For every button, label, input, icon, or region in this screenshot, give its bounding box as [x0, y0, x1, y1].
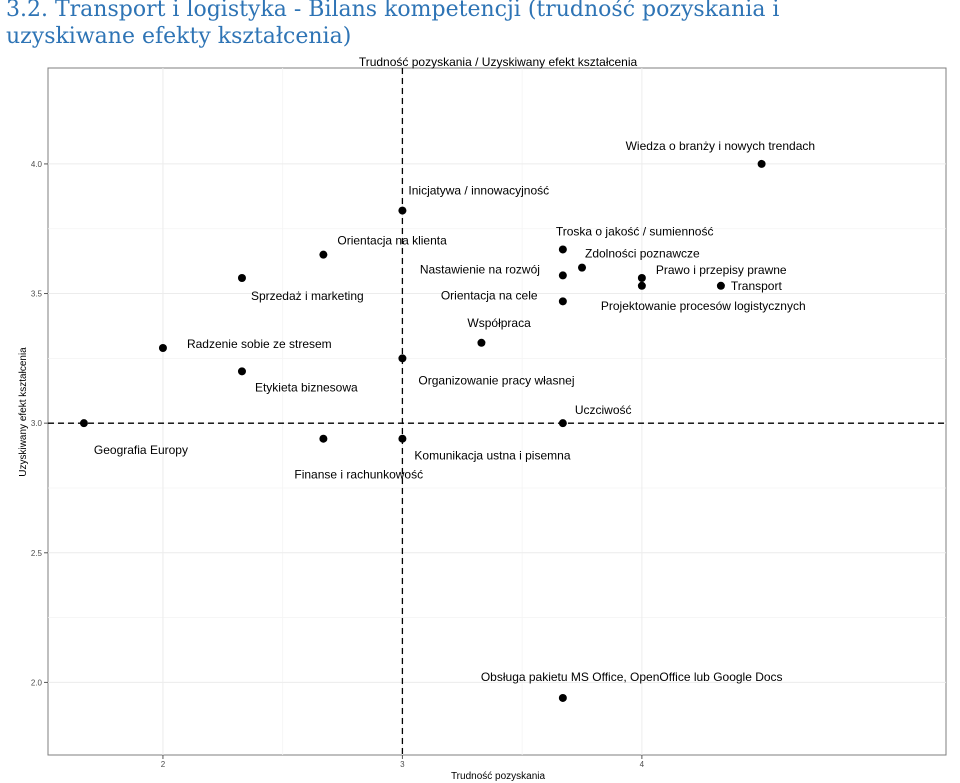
point-label: Etykieta biznesowa: [255, 380, 358, 394]
page-heading-line2: uzyskiwane efekty kształcenia): [6, 24, 352, 49]
x-tick-label: 3: [400, 760, 405, 769]
y-tick-label: 3.0: [31, 419, 43, 428]
data-point: [398, 206, 407, 215]
point-label: Organizowanie pracy własnej: [418, 373, 574, 387]
data-point: [757, 159, 766, 168]
data-point: [558, 419, 567, 428]
point-label: Finanse i rachunkowość: [294, 468, 423, 482]
y-tick-label: 4.0: [31, 160, 43, 169]
point-label: Radzenie sobie ze stresem: [187, 337, 332, 351]
point-label: Zdolności poznawcze: [585, 247, 700, 261]
x-tick-label: 4: [640, 760, 645, 769]
plot-background: [47, 67, 947, 756]
x-axis: 2 3 4: [161, 755, 645, 769]
point-label: Współpraca: [467, 316, 531, 330]
data-point: [558, 245, 567, 254]
point-label: Komunikacja ustna i pisemna: [414, 449, 570, 463]
point-label: Inicjatywa / innowacyjność: [408, 184, 549, 198]
point-label: Prawo i przepisy prawne: [656, 263, 787, 277]
data-point: [578, 263, 587, 272]
data-point: [558, 693, 567, 702]
data-point: [398, 354, 407, 363]
chart-title: Trudność pozyskania / Uzyskiwany efekt k…: [359, 55, 638, 69]
point-label: Sprzedaż i marketing: [251, 289, 364, 303]
point-label: Geografia Europy: [94, 443, 188, 457]
data-point: [637, 273, 646, 282]
data-point: [79, 419, 88, 428]
data-point: [237, 273, 246, 282]
point-label: Wiedza o branży i nowych trendach: [626, 139, 815, 153]
data-point: [637, 281, 646, 290]
point-label: Orientacja na cele: [441, 288, 538, 302]
data-point: [398, 434, 407, 443]
y-axis-title: Uzyskiwany efekt kształcenia: [18, 347, 29, 477]
point-label: Nastawienie na rozwój: [420, 262, 540, 276]
data-point: [158, 343, 167, 352]
data-point: [319, 434, 328, 443]
data-points: [79, 159, 766, 702]
point-label: Obsługa pakietu MS Office, OpenOffice lu…: [481, 670, 783, 684]
data-point: [558, 271, 567, 280]
page-heading: 3.2. Transport i logistyka - Bilans komp…: [6, 0, 956, 50]
y-tick-label: 2.5: [31, 549, 43, 558]
y-axis: 2.0 2.5 3.0 3.5 4.0: [31, 160, 48, 687]
point-label: Troska o jakość / sumienność: [556, 224, 714, 238]
reference-lines: [48, 68, 946, 755]
data-point: [716, 281, 725, 290]
point-label: Projektowanie procesów logistycznych: [601, 299, 806, 313]
data-point: [319, 250, 328, 259]
grid-minor: [48, 68, 946, 755]
data-point: [477, 338, 486, 347]
point-label: Transport: [731, 279, 783, 293]
x-tick-label: 2: [161, 760, 166, 769]
y-tick-label: 3.5: [31, 290, 43, 299]
point-label: Orientacja na klienta: [337, 234, 447, 248]
point-label: Uczciwość: [575, 403, 632, 417]
x-axis-title: Trudność pozyskania: [451, 771, 546, 782]
page-heading-line1: 3.2. Transport i logistyka - Bilans komp…: [6, 0, 780, 22]
point-labels: Wiedza o branży i nowych trendach Inicjat…: [94, 139, 815, 684]
y-tick-label: 2.0: [31, 678, 43, 687]
data-point: [558, 297, 567, 306]
data-point: [237, 367, 246, 376]
